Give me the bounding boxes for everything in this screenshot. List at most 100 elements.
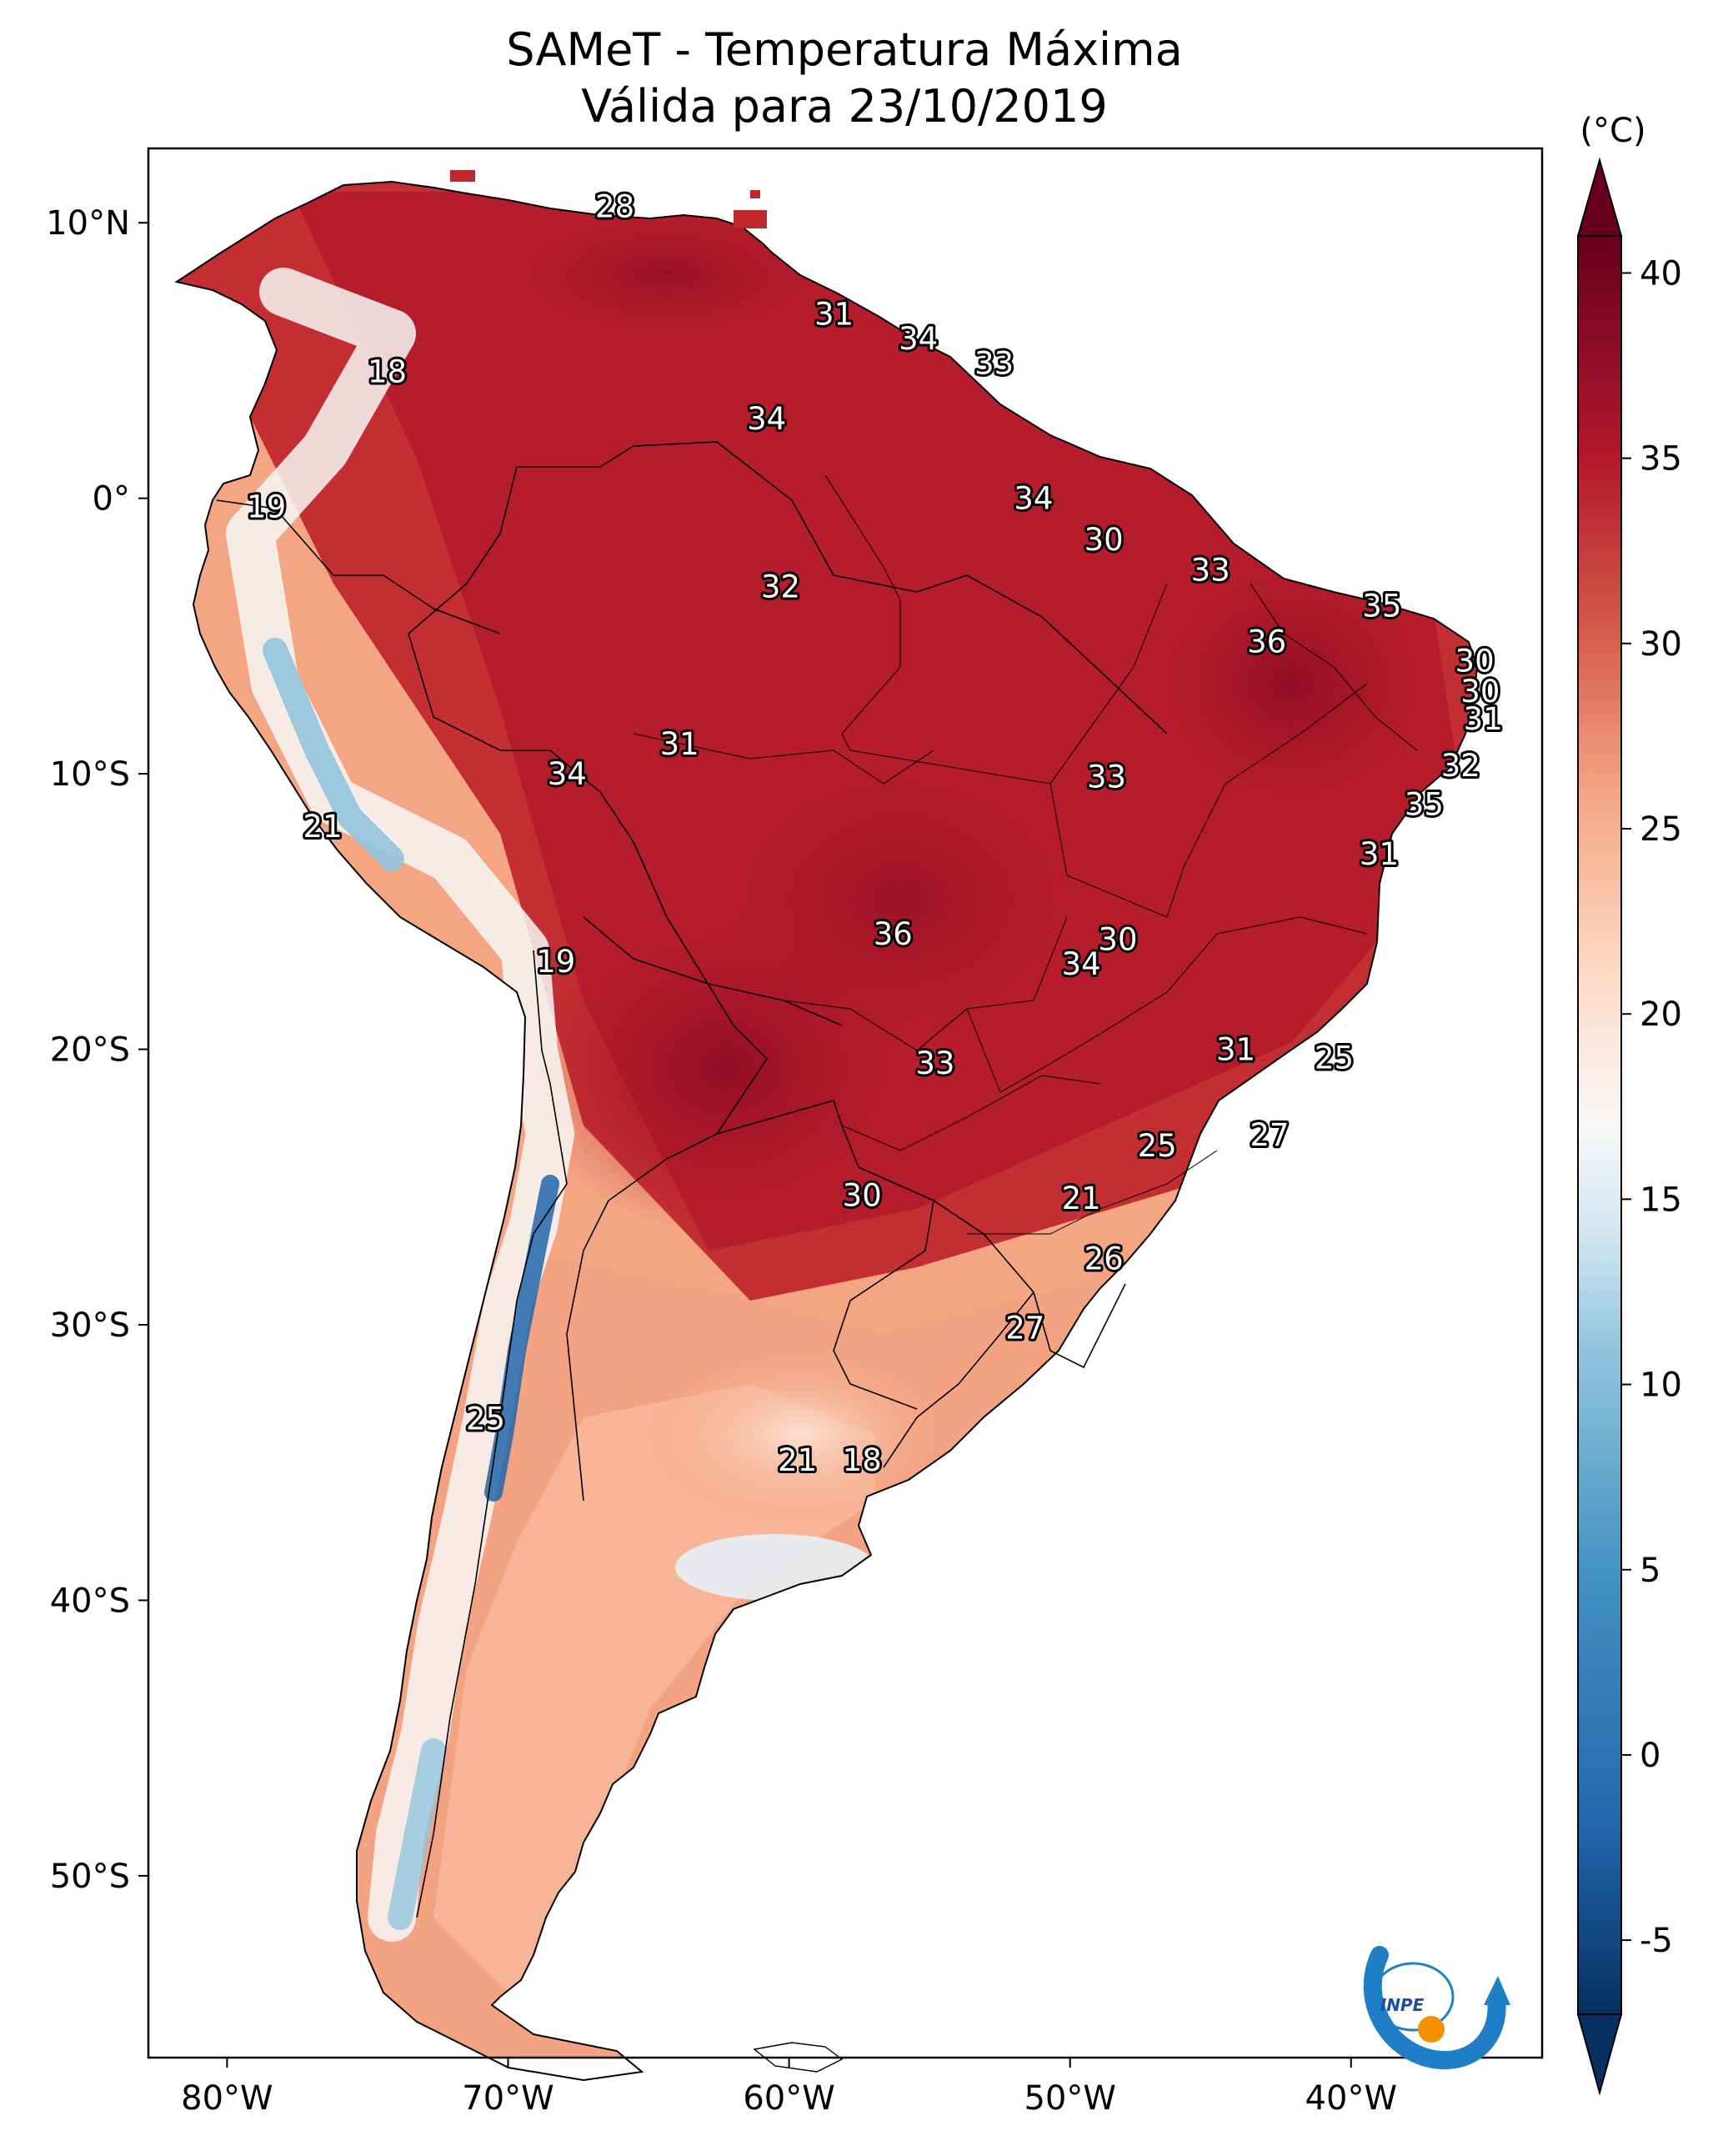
colorbar-tick-label: 40	[1640, 254, 1682, 293]
temperature-label: 33	[1087, 759, 1126, 795]
longitude-tick-label: 80°W	[181, 2079, 273, 2118]
temperature-label: 25	[1138, 1128, 1177, 1164]
colorbar-max-arrow	[1576, 157, 1623, 237]
temperature-label: 34	[747, 401, 786, 437]
title-line-2: Válida para 23/10/2019	[581, 80, 1107, 133]
latitude-tick-label: 30°S	[50, 1306, 130, 1345]
border-amazonas-south	[633, 733, 934, 785]
border-argentina-north	[566, 1133, 718, 1502]
temperature-label: 18	[368, 354, 407, 390]
temperature-label: 35	[1405, 786, 1444, 822]
border-paraguay	[833, 1200, 934, 1410]
border-sao-paulo	[841, 1075, 1101, 1151]
border-chile-argentina	[416, 950, 568, 1918]
temperature-label: 34	[899, 321, 938, 357]
border-para	[824, 474, 1168, 785]
temperature-label: 30	[843, 1178, 882, 1214]
caribbean-islands	[450, 170, 767, 228]
border-parana	[967, 1150, 1218, 1235]
latitude-ticks: 10°N 0° 10°S 20°S 30°S 40°S 50°S	[46, 204, 148, 1896]
temperature-label: 25	[466, 1401, 505, 1436]
temperature-label: 27	[1005, 1310, 1044, 1346]
temperature-label: 19	[247, 489, 286, 525]
inpe-logo[interactable]: INPE	[1363, 1946, 1510, 2070]
andes-cold-patagonia	[388, 1738, 446, 1930]
border-tocantins-bahia	[1049, 683, 1368, 918]
border-ecuador-peru	[216, 499, 501, 634]
hot-spot-mid	[684, 734, 1117, 1067]
colorbar-tick-label: 20	[1640, 995, 1682, 1034]
andes-highland-band	[226, 268, 574, 1942]
longitude-tick-label: 40°W	[1305, 2079, 1397, 2118]
andes-cold-chile	[484, 1175, 559, 1502]
border-brazil-south	[716, 1100, 1126, 1369]
temperature-label: 18	[843, 1442, 882, 1478]
temperature-label: 30	[1455, 644, 1495, 679]
colorbar-tick-label: 0	[1640, 1737, 1660, 1775]
logo-arrow-icon	[1484, 1976, 1510, 2005]
temperature-label: 30	[1098, 921, 1137, 957]
hot-spot-northeast	[1134, 542, 1450, 825]
colorbar-min-arrow	[1576, 2013, 1623, 2096]
longitude-tick-label: 60°W	[743, 2079, 834, 2118]
latitude-tick-label: 10°N	[46, 204, 130, 243]
border-goias	[783, 916, 1068, 1051]
colorbar-tick-label: -5	[1640, 1922, 1673, 1960]
temperature-label: 36	[1247, 624, 1286, 660]
border-brazil-west	[408, 466, 769, 1135]
andes-cold-peru	[263, 638, 404, 871]
temperature-label: 34	[1014, 481, 1053, 517]
border-minas	[966, 916, 1368, 1093]
logo-dot-icon	[1418, 2016, 1445, 2043]
latitude-tick-label: 20°S	[50, 1031, 130, 1070]
colorbar-tick-label: 15	[1640, 1181, 1682, 1219]
island	[734, 210, 767, 228]
colorbar-tick-label: 35	[1640, 440, 1682, 479]
island	[450, 170, 475, 182]
temperature-label: 30	[1460, 674, 1500, 709]
temperature-label: 30	[1084, 522, 1124, 558]
temperature-label: 19	[536, 944, 575, 980]
temperature-label: 33	[1191, 553, 1230, 589]
longitude-ticks: 80°W 70°W 60°W 50°W 40°W	[181, 2058, 1397, 2118]
title-line-1: SAMeT - Temperatura Máxima	[506, 23, 1182, 76]
temperature-label: 35	[1362, 589, 1401, 624]
temperature-label: 34	[1062, 946, 1101, 982]
temperature-label: 33	[915, 1045, 954, 1081]
longitude-tick-label: 70°W	[462, 2079, 553, 2118]
colorbar-tick-label: 25	[1640, 810, 1682, 849]
border-bolivia	[583, 916, 843, 1026]
longitude-tick-label: 50°W	[1024, 2079, 1115, 2118]
latitude-tick-label: 10°S	[50, 755, 130, 794]
colorbar-unit: (°C)	[1580, 112, 1645, 150]
logo-text: INPE	[1380, 1995, 1425, 2015]
temperature-label: 33	[974, 346, 1014, 382]
logo-orbit	[1371, 1962, 1455, 2032]
border-ceara	[1250, 583, 1418, 751]
temperature-label: 21	[778, 1442, 817, 1478]
temperature-label: 28	[595, 188, 634, 224]
temperature-label: 25	[1315, 1040, 1354, 1075]
latitude-tick-label: 50°S	[50, 1858, 130, 1896]
temperature-label: 32	[1441, 748, 1480, 784]
temperature-label: 31	[660, 726, 699, 762]
temperature-label: 31	[1360, 836, 1399, 872]
temperature-label: 34	[548, 756, 587, 792]
colorbar-tick-label: 5	[1640, 1552, 1660, 1590]
temperature-label: 21	[303, 809, 342, 845]
island	[750, 190, 760, 198]
colorbar-body	[1577, 235, 1622, 2015]
temperature-label: 31	[1464, 701, 1503, 737]
temperature-label: 36	[874, 916, 913, 952]
colorbar: (°C) 40 35 30 25 20 15 10 5 0 -5	[1576, 112, 1682, 2096]
temperature-label: 31	[814, 296, 854, 332]
colorbar-tick-label: 10	[1640, 1366, 1682, 1405]
colorbar-ticks: 40 35 30 25 20 15 10 5 0 -5	[1621, 254, 1682, 1960]
border-brazil-north	[517, 441, 1168, 735]
latitude-tick-label: 40°S	[50, 1582, 130, 1620]
country-borders	[216, 441, 1168, 1918]
temperature-label: 27	[1250, 1117, 1289, 1153]
